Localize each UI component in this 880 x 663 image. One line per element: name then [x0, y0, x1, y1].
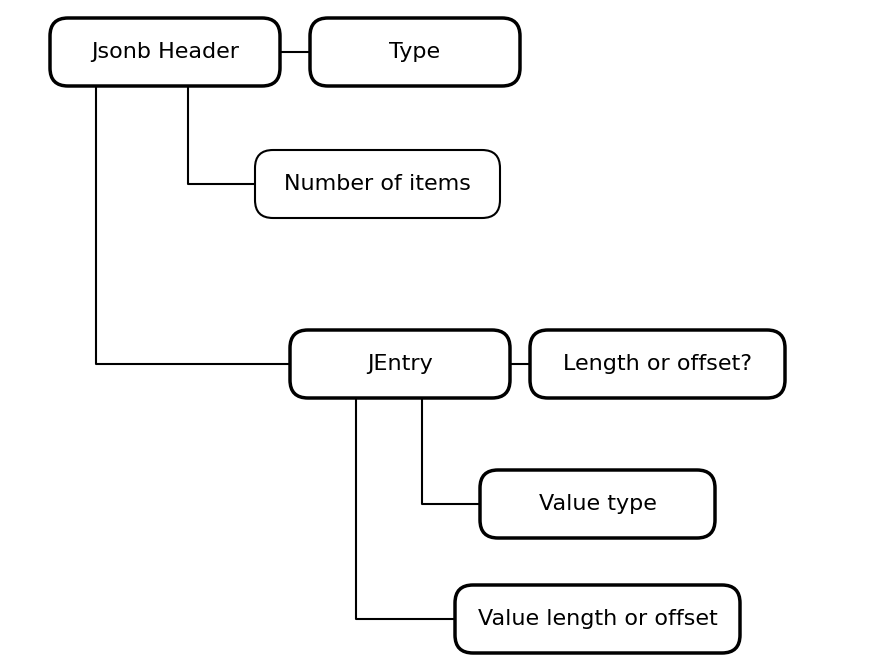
Text: Value length or offset: Value length or offset: [478, 609, 717, 629]
FancyBboxPatch shape: [290, 330, 510, 398]
FancyBboxPatch shape: [530, 330, 785, 398]
Text: Type: Type: [390, 42, 441, 62]
Text: Value type: Value type: [539, 494, 656, 514]
FancyBboxPatch shape: [480, 470, 715, 538]
Text: Length or offset?: Length or offset?: [563, 354, 752, 374]
FancyBboxPatch shape: [255, 150, 500, 218]
FancyBboxPatch shape: [310, 18, 520, 86]
Text: Jsonb Header: Jsonb Header: [91, 42, 239, 62]
Text: Number of items: Number of items: [284, 174, 471, 194]
FancyBboxPatch shape: [50, 18, 280, 86]
Text: JEntry: JEntry: [367, 354, 433, 374]
FancyBboxPatch shape: [455, 585, 740, 653]
